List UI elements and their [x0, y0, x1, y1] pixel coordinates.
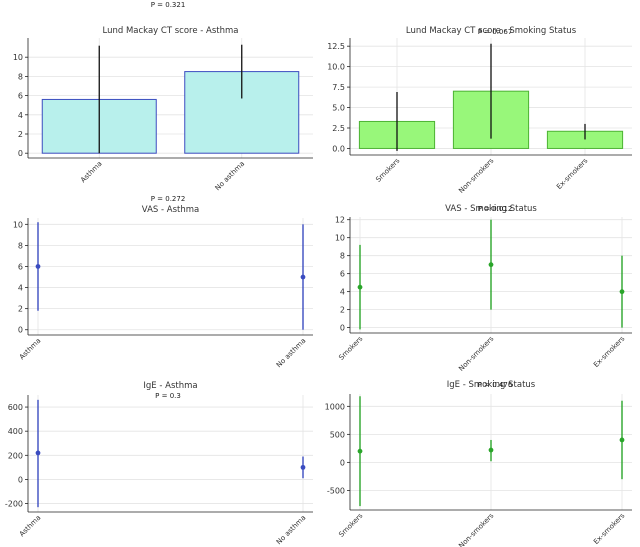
y-tick-label: 600 — [8, 403, 23, 412]
p-value-label: P = 0.272 — [151, 195, 186, 203]
y-tick-label: 6 — [340, 270, 345, 279]
x-tick-label: Ex-smokers — [555, 157, 590, 192]
y-tick-label: 6 — [18, 92, 23, 101]
x-tick-label: Non-smokers — [457, 512, 495, 547]
y-tick-label: 12 — [335, 216, 345, 225]
y-tick-label: 200 — [8, 451, 23, 460]
data-point — [357, 448, 363, 454]
x-tick-label: No asthma — [275, 514, 308, 547]
y-tick-label: -200 — [5, 500, 23, 509]
data-point — [35, 264, 41, 269]
y-tick-label: 12.5 — [327, 42, 345, 51]
y-tick-label: 400 — [8, 427, 23, 436]
y-tick-label: 10 — [13, 220, 23, 229]
y-tick-label: 2 — [340, 306, 345, 315]
y-tick-label: 500 — [330, 430, 345, 439]
y-tick-label: 0 — [18, 149, 23, 158]
data-point — [300, 274, 306, 280]
y-tick-label: -500 — [327, 486, 345, 495]
y-tick-label: 1000 — [325, 402, 345, 411]
data-point — [300, 464, 306, 470]
y-tick-label: 10 — [13, 53, 23, 62]
x-tick-label: Non-smokers — [457, 157, 495, 195]
chart-ige_asthma: -200 0 200 400 600 Asthma No asthma IgE - Asthm… — [5, 381, 313, 546]
x-tick-label: Smokers — [374, 157, 401, 184]
chart-title: Lund Mackay CT score - Asthma — [103, 26, 239, 36]
y-tick-label: 0 — [340, 458, 345, 467]
chart-title: IgE - Smoking Status — [447, 380, 536, 390]
y-tick-label: 6 — [18, 262, 23, 271]
y-tick-label: 0 — [18, 326, 23, 335]
x-tick-label: Smokers — [337, 335, 364, 362]
p-value-label: P = 0.321 — [151, 1, 186, 9]
y-tick-label: 10.0 — [327, 63, 345, 72]
p-value-label: P = 0.3 — [155, 392, 181, 400]
y-tick-label: 5.0 — [332, 104, 345, 113]
y-tick-label: 10 — [335, 234, 345, 243]
p-value-label: P = 0.067 — [478, 28, 513, 36]
chart-ct_smoking: 0.0 2.5 5.0 7.5 10.0 12.5 Smokers Non-smokers Ex… — [327, 26, 632, 195]
chart-title: IgE - Asthma — [143, 381, 197, 391]
chart-title: VAS - Smoking Status — [445, 204, 537, 214]
chart-ige_smoking: -500 0 500 1000 Smokers Non-smokers Ex-smokers… — [325, 380, 632, 547]
x-tick-label: No asthma — [214, 160, 247, 193]
chart-title: VAS - Asthma — [142, 205, 199, 215]
data-point — [619, 289, 625, 295]
data-point — [488, 447, 494, 453]
p-value-label: P = 0.476 — [478, 381, 513, 389]
x-tick-label: Asthma — [18, 514, 43, 539]
data-point — [35, 450, 41, 456]
y-tick-label: 7.5 — [332, 83, 345, 92]
y-tick-label: 2 — [18, 305, 23, 314]
chart-title: Lund Mackay CT score - Smoking Status — [406, 26, 577, 36]
y-tick-label: 8 — [18, 241, 23, 250]
y-tick-label: 8 — [340, 252, 345, 261]
y-tick-label: 2.5 — [332, 124, 345, 133]
x-tick-label: Non-smokers — [457, 335, 495, 373]
chart-vas_asthma: 0 2 4 6 8 10 Asthma No asthma VAS - Asthma P = 0.… — [13, 195, 313, 369]
y-tick-label: 0.0 — [332, 144, 345, 153]
x-tick-label: Smokers — [337, 512, 364, 539]
x-tick-label: Ex-smokers — [592, 335, 627, 370]
x-tick-label: Asthma — [18, 337, 43, 362]
x-tick-label: No asthma — [275, 337, 308, 370]
chart-vas_smoking: 0 2 4 6 8 10 12 Smokers Non-smokers Ex-smokers VAS… — [335, 204, 632, 373]
data-point — [488, 262, 494, 268]
y-tick-label: 0 — [340, 324, 345, 333]
data-point — [357, 284, 363, 290]
y-tick-label: 8 — [18, 72, 23, 81]
y-tick-label: 0 — [18, 475, 23, 484]
data-point — [619, 437, 625, 443]
chart-ct_asthma: 0 2 4 6 8 10 Asthma No asthma Lund Mackay CT sco… — [13, 1, 313, 192]
y-tick-label: 4 — [18, 111, 23, 120]
x-tick-label: Asthma — [79, 160, 104, 185]
y-tick-label: 4 — [18, 284, 23, 293]
x-tick-label: Ex-smokers — [592, 512, 627, 547]
y-tick-label: 2 — [18, 130, 23, 139]
p-value-label: P = 0.012 — [478, 205, 513, 213]
y-tick-label: 4 — [340, 288, 345, 297]
